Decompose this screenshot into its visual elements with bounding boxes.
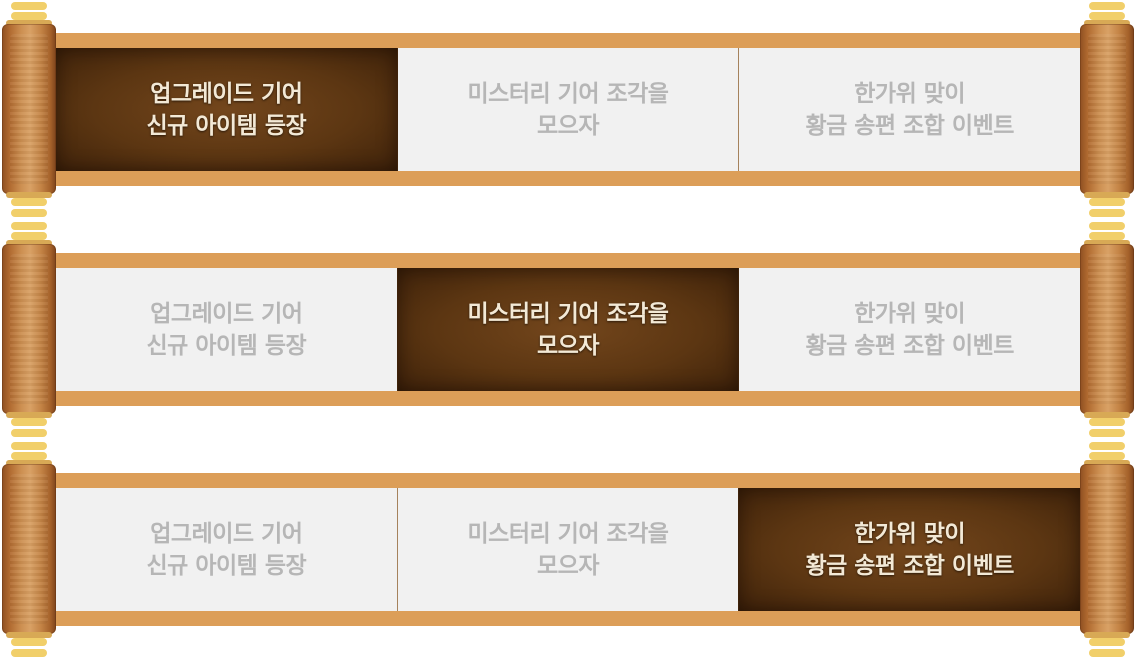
tab-label-line2: 황금 송편 조합 이벤트	[805, 332, 1014, 359]
tab-label-line1: 한가위 맞이	[854, 80, 966, 107]
tab-label-line2: 황금 송편 조합 이벤트	[805, 112, 1014, 139]
tab-mystery-gear[interactable]: 미스터리 기어 조각을 모으자	[396, 488, 739, 611]
tab-mystery-gear[interactable]: 미스터리 기어 조각을 모으자	[396, 268, 739, 391]
scroll-roller-right-icon	[1078, 220, 1136, 440]
tab-label-line1: 업그레이드 기어	[150, 520, 303, 547]
tab-bar: 업그레이드 기어 신규 아이템 등장 미스터리 기어 조각을 모으자 한가위 맞…	[56, 488, 1081, 611]
scroll-banner-1: 업그레이드 기어 신규 아이템 등장 미스터리 기어 조각을 모으자 한가위 맞…	[0, 0, 1136, 220]
scroll-roller-right-icon	[1078, 440, 1136, 660]
tab-label-line2: 모으자	[537, 552, 599, 579]
tab-bar: 업그레이드 기어 신규 아이템 등장 미스터리 기어 조각을 모으자 한가위 맞…	[56, 268, 1081, 391]
tab-chuseok-event[interactable]: 한가위 맞이 황금 송편 조합 이벤트	[738, 488, 1081, 611]
scroll-roller-left-icon	[0, 440, 58, 660]
scroll-roller-left-icon	[0, 0, 58, 220]
tab-label-line1: 미스터리 기어 조각을	[467, 300, 669, 327]
scroll-banner-2: 업그레이드 기어 신규 아이템 등장 미스터리 기어 조각을 모으자 한가위 맞…	[0, 220, 1136, 440]
tab-label-line1: 한가위 맞이	[854, 520, 966, 547]
tab-label-line1: 미스터리 기어 조각을	[467, 80, 669, 107]
scroll-roller-left-icon	[0, 220, 58, 440]
tab-label-line1: 업그레이드 기어	[150, 80, 303, 107]
tab-bar: 업그레이드 기어 신규 아이템 등장 미스터리 기어 조각을 모으자 한가위 맞…	[56, 48, 1081, 171]
tab-label-line1: 미스터리 기어 조각을	[467, 520, 669, 547]
tab-label-line2: 신규 아이템 등장	[146, 552, 307, 579]
tab-label-line2: 황금 송편 조합 이벤트	[805, 552, 1014, 579]
tab-mystery-gear[interactable]: 미스터리 기어 조각을 모으자	[396, 48, 739, 171]
scroll-roller-right-icon	[1078, 0, 1136, 220]
tab-upgrade-gear[interactable]: 업그레이드 기어 신규 아이템 등장	[56, 48, 397, 171]
tab-label-line2: 모으자	[537, 332, 599, 359]
tab-chuseok-event[interactable]: 한가위 맞이 황금 송편 조합 이벤트	[738, 268, 1081, 391]
tab-upgrade-gear[interactable]: 업그레이드 기어 신규 아이템 등장	[56, 488, 397, 611]
tab-chuseok-event[interactable]: 한가위 맞이 황금 송편 조합 이벤트	[738, 48, 1081, 171]
tab-label-line2: 신규 아이템 등장	[146, 112, 307, 139]
tab-label-line1: 업그레이드 기어	[150, 300, 303, 327]
tab-upgrade-gear[interactable]: 업그레이드 기어 신규 아이템 등장	[56, 268, 397, 391]
tab-label-line2: 모으자	[537, 112, 599, 139]
tab-label-line2: 신규 아이템 등장	[146, 332, 307, 359]
tab-label-line1: 한가위 맞이	[854, 300, 966, 327]
scroll-banner-3: 업그레이드 기어 신규 아이템 등장 미스터리 기어 조각을 모으자 한가위 맞…	[0, 440, 1136, 660]
